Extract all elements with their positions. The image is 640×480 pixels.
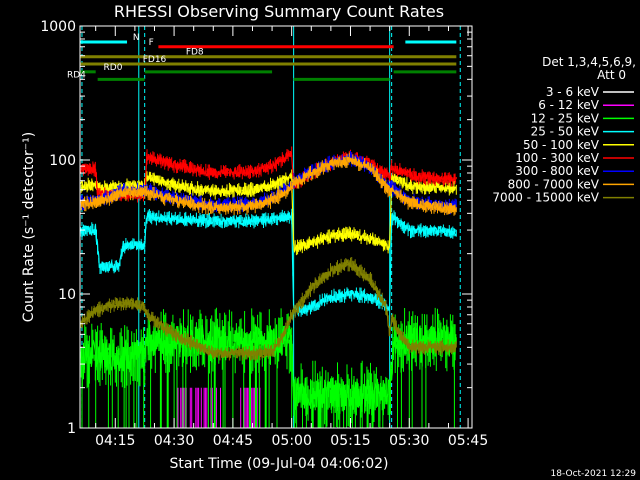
series-2-dropouts xyxy=(80,340,455,428)
legend-label-8: 7000 - 15000 keV xyxy=(492,191,599,205)
y-tick-label-3: 1000 xyxy=(40,19,76,35)
x-tick-label-5: 05:30 xyxy=(389,433,429,449)
legend-label-0: 3 - 6 keV xyxy=(546,85,600,99)
segment-label-6: RD4 xyxy=(67,70,86,80)
x-axis-label: Start Time (09-Jul-04 04:06:02) xyxy=(169,456,388,472)
y-tick-label-0: 1 xyxy=(67,421,76,437)
legend-title-line-1: Att 0 xyxy=(597,68,626,82)
text-layer: RHESSI Observing Summary Count Rates Star… xyxy=(21,2,636,479)
x-tick-label-1: 04:30 xyxy=(154,433,194,449)
x-tick-label-4: 05:15 xyxy=(330,433,370,449)
legend-title-line-0: Det 1,3,4,5,6,9, xyxy=(542,55,636,69)
segment-label-5: RD0 xyxy=(104,63,123,73)
legend-label-6: 300 - 800 keV xyxy=(515,164,599,178)
legend-label-4: 50 - 100 keV xyxy=(523,138,600,152)
series-3-fuzz xyxy=(80,208,457,317)
segment-label-0: N xyxy=(133,33,140,43)
legend-label-3: 25 - 50 keV xyxy=(531,125,600,139)
legend-label-1: 6 - 12 keV xyxy=(538,98,600,112)
observing-segments: N F FD8 FD16 RD0 RD4 xyxy=(67,33,457,81)
x-tick-label-3: 05:00 xyxy=(272,433,312,449)
y-tick-label-2: 100 xyxy=(49,153,76,169)
series-8-fuzz xyxy=(80,257,457,362)
axes: 1 10 100 1000 04:15 04:30 04:45 05:00 05:15 05:30… xyxy=(40,19,488,449)
y-axis-label: Count Rate (s⁻¹ detector⁻¹) xyxy=(21,132,37,322)
legend-label-5: 100 - 300 keV xyxy=(515,151,599,165)
x-tick-label-0: 04:15 xyxy=(95,433,135,449)
legend-label-2: 12 - 25 keV xyxy=(531,111,600,125)
legend-label-7: 800 - 7000 keV xyxy=(508,177,600,191)
series-layer xyxy=(80,26,461,428)
series-7-fuzz xyxy=(80,152,457,216)
date-stamp: 18-Oct-2021 12:29 xyxy=(551,469,637,479)
chart-title: RHESSI Observing Summary Count Rates xyxy=(114,2,444,21)
y-tick-label-1: 10 xyxy=(58,287,76,303)
x-tick-label-2: 04:45 xyxy=(213,433,253,449)
segment-label-4: FD16 xyxy=(143,55,167,65)
series-3-line xyxy=(80,211,457,316)
segment-label-2: F xyxy=(149,38,154,48)
plot-frame xyxy=(79,25,473,429)
series-4-fuzz xyxy=(80,169,457,256)
x-tick-label-6: 05:45 xyxy=(448,433,488,449)
segment-label-3: FD8 xyxy=(186,48,204,58)
